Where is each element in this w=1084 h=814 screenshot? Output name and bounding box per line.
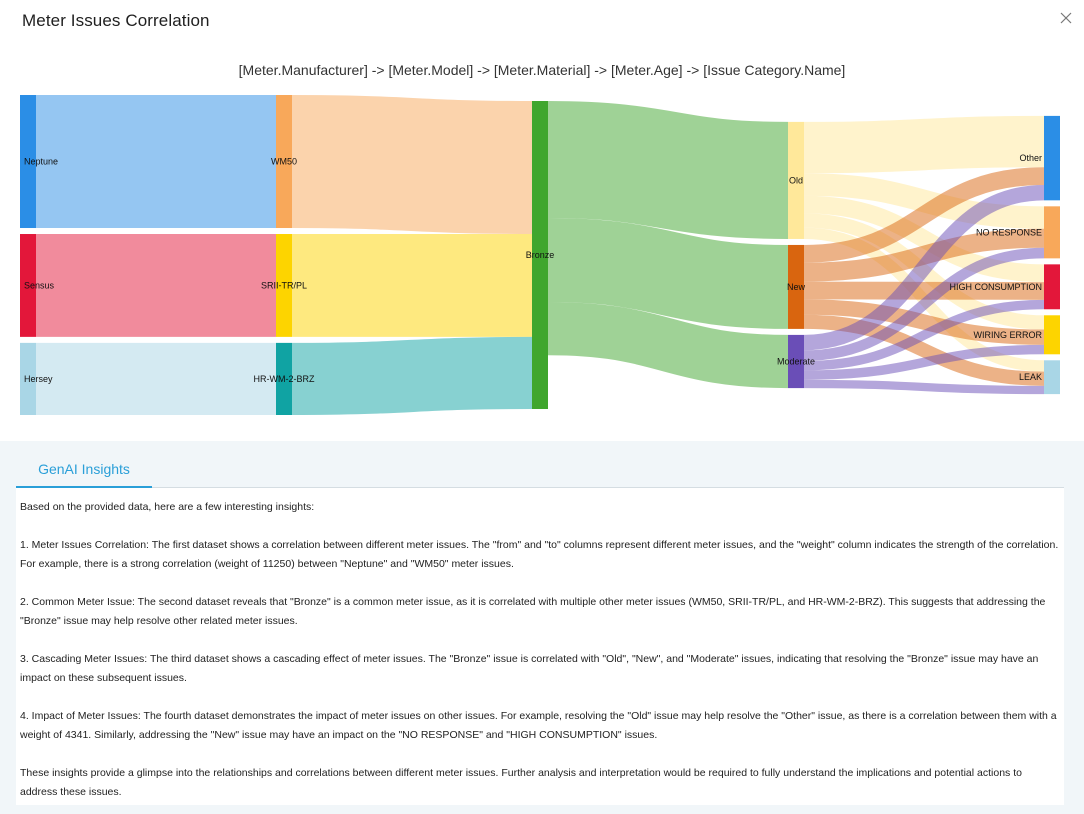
insight-paragraph: 2. Common Meter Issue: The second datase… (20, 596, 1046, 627)
sankey-node[interactable] (1044, 315, 1060, 355)
sankey-link[interactable] (803, 247, 1045, 361)
sankey-link[interactable] (547, 218, 789, 329)
sankey-node[interactable] (1044, 360, 1060, 395)
sankey-node[interactable] (1044, 264, 1060, 310)
tab-divider (152, 487, 1064, 488)
insight-paragraph: Based on the provided data, here are a f… (20, 501, 315, 513)
sankey-node[interactable] (1044, 115, 1060, 201)
sankey-node-label: New (787, 282, 806, 292)
sankey-link[interactable] (803, 299, 1045, 345)
insight-paragraph: 4. Impact of Meter Issues: The fourth da… (20, 710, 1057, 741)
sankey-node-label: WM50 (271, 157, 297, 167)
sankey-node[interactable] (1044, 206, 1060, 259)
sankey-link[interactable] (291, 95, 533, 235)
sankey-node[interactable] (20, 234, 36, 337)
sankey-link[interactable] (291, 336, 533, 416)
sankey-chart: Neptune Sensus Hersey WM50 SRII-TR/PL HR-WM-2… (20, 95, 1060, 416)
sankey-node-label: Neptune (24, 157, 58, 167)
dialog-title: Meter Issues Correlation (22, 11, 210, 30)
tab-genai-insights[interactable]: GenAI Insights (16, 451, 152, 488)
sankey-node[interactable] (20, 95, 36, 229)
sankey-node-label: HR-WM-2-BRZ (254, 374, 315, 384)
sankey-node-label: Hersey (24, 374, 53, 384)
sankey-link[interactable] (803, 314, 1045, 386)
sankey-nodes: Neptune Sensus Hersey WM50 SRII-TR/PL HR-WM-2… (20, 95, 1060, 415)
sankey-node-label: Sensus (24, 280, 55, 290)
sankey-link[interactable] (803, 167, 1045, 263)
sankey-node-label: Moderate (777, 356, 815, 366)
close-icon[interactable] (1058, 10, 1074, 26)
sankey-node-label: Bronze (526, 250, 555, 260)
sankey-link[interactable] (803, 344, 1045, 380)
sankey-link[interactable] (803, 195, 1045, 283)
insight-paragraph: 1. Meter Issues Correlation: The first d… (20, 539, 1059, 570)
sankey-link[interactable] (803, 379, 1045, 395)
sankey-node-label: WIRING ERROR (974, 330, 1043, 340)
sankey-node[interactable] (532, 101, 548, 409)
sankey-link[interactable] (803, 115, 1045, 174)
sankey-link[interactable] (547, 301, 789, 389)
sankey-link[interactable] (547, 101, 789, 239)
sankey-node[interactable] (788, 244, 804, 329)
sankey-node-label: NO RESPONSE (976, 227, 1042, 237)
insights-panel: Based on the provided data, here are a f… (16, 488, 1064, 805)
sankey-link[interactable] (803, 299, 1045, 371)
sankey-node[interactable] (276, 342, 292, 415)
sankey-node-label: Other (1019, 153, 1042, 163)
insight-paragraph: 3. Cascading Meter Issues: The third dat… (20, 653, 1039, 684)
sankey-link[interactable] (803, 184, 1045, 351)
sankey-node[interactable] (20, 342, 36, 415)
sankey-link[interactable] (803, 228, 1045, 282)
sankey-node[interactable] (788, 334, 804, 389)
sankey-node[interactable] (276, 234, 292, 337)
sankey-node-label: HIGH CONSUMPTION (949, 282, 1042, 292)
sankey-node-label: Old (789, 175, 803, 185)
sankey-node[interactable] (276, 95, 292, 229)
sankey-link[interactable] (803, 173, 1045, 229)
sankey-node-label: SRII-TR/PL (261, 280, 307, 290)
dialog-header: Meter Issues Correlation (0, 0, 1084, 40)
sankey-links (35, 95, 1045, 416)
sankey-node[interactable] (788, 121, 804, 239)
insight-paragraph: These insights provide a glimpse into th… (20, 767, 1022, 798)
sankey-chart-area: [Meter.Manufacturer] -> [Meter.Model] ->… (0, 40, 1084, 440)
insights-section: GenAI Insights Based on the provided dat… (0, 441, 1084, 814)
sankey-node-label: LEAK (1019, 372, 1042, 382)
chart-path-title: [Meter.Manufacturer] -> [Meter.Model] ->… (238, 62, 846, 78)
